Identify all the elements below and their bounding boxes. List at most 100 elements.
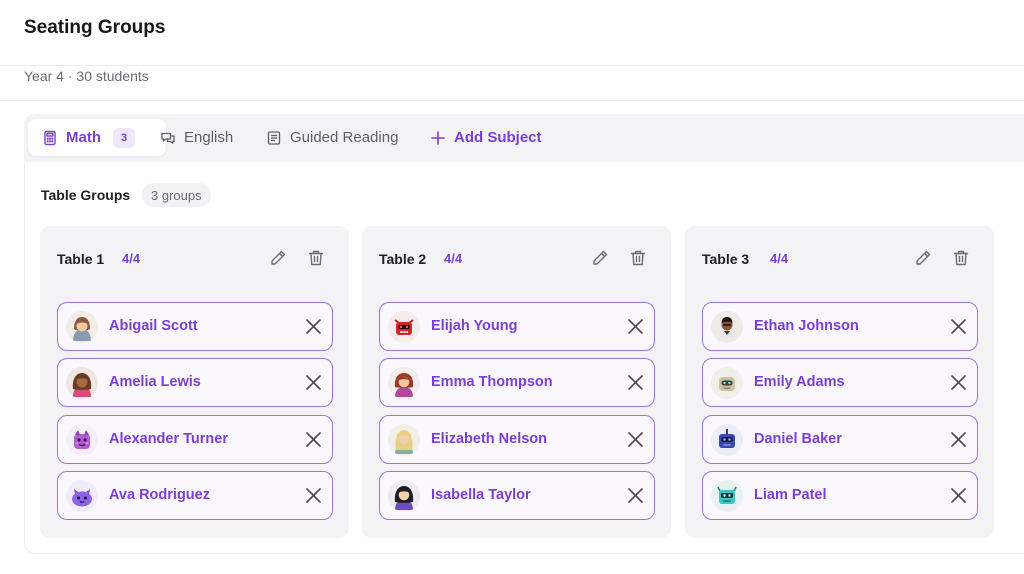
remove-student-button[interactable]: [305, 487, 322, 504]
student-name: Ava Rodriguez: [109, 487, 210, 503]
tab-english-label: English: [184, 129, 234, 146]
avatar-girl-dark-skin: [66, 367, 98, 399]
student-chip[interactable]: Elijah Young: [379, 302, 655, 351]
groups-count-badge: 3 groups: [142, 183, 211, 207]
table-capacity: 4/4: [444, 251, 463, 266]
close-icon: [950, 431, 967, 448]
plus-icon: [430, 130, 446, 146]
table-capacity: 4/4: [770, 251, 789, 266]
close-icon: [627, 318, 644, 335]
student-chip[interactable]: Alexander Turner: [57, 415, 333, 464]
avatar-girl-brown-hair: [66, 311, 98, 343]
table-title: Table 3: [702, 251, 750, 267]
student-name: Emily Adams: [754, 374, 845, 390]
add-subject-label: Add Subject: [454, 129, 542, 146]
pencil-icon: [913, 248, 933, 268]
tab-math-count-badge: 3: [113, 127, 135, 148]
avatar-girl-red-hair: [388, 367, 420, 399]
trash-icon: [951, 248, 971, 268]
subtitle-bar: Year 4 · 30 students: [0, 66, 1024, 101]
student-chip[interactable]: Ethan Johnson: [702, 302, 978, 351]
subject-tabs: Math 3 English Guided Reading Add Subjec…: [24, 114, 1024, 162]
math-groups-panel: Table Groups 3 groups: [24, 162, 1024, 554]
close-icon: [950, 487, 967, 504]
groups-heading: Table Groups: [41, 187, 131, 203]
tab-guided-reading-label: Guided Reading: [290, 129, 399, 146]
pencil-icon: [268, 248, 288, 268]
calculator-icon: [42, 130, 58, 146]
table-title: Table 1: [57, 251, 105, 267]
remove-student-button[interactable]: [950, 487, 967, 504]
document-icon: [266, 130, 282, 146]
remove-student-button[interactable]: [305, 318, 322, 335]
close-icon: [627, 374, 644, 391]
remove-student-button[interactable]: [950, 374, 967, 391]
avatar-girl-black-hair: [388, 480, 420, 512]
tab-guided-reading[interactable]: Guided Reading: [266, 119, 398, 156]
close-icon: [950, 318, 967, 335]
close-icon: [305, 431, 322, 448]
tab-math-label: Math: [66, 129, 101, 146]
remove-student-button[interactable]: [950, 318, 967, 335]
remove-student-button[interactable]: [627, 487, 644, 504]
trash-icon: [628, 248, 648, 268]
edit-table-button[interactable]: [913, 248, 933, 268]
remove-student-button[interactable]: [627, 374, 644, 391]
table-group-card: Table 1 4/4 Abigail Scott Amelia Lewis Al…: [40, 226, 349, 538]
student-name: Ethan Johnson: [754, 318, 859, 334]
student-chip[interactable]: Liam Patel: [702, 471, 978, 520]
remove-student-button[interactable]: [627, 318, 644, 335]
page-header: Seating Groups: [0, 0, 1024, 66]
student-name: Emma Thompson: [431, 374, 553, 390]
student-chip[interactable]: Emma Thompson: [379, 358, 655, 407]
close-icon: [627, 431, 644, 448]
tab-math[interactable]: Math 3: [28, 119, 166, 156]
remove-student-button[interactable]: [627, 431, 644, 448]
table-title: Table 2: [379, 251, 427, 267]
student-name: Alexander Turner: [109, 431, 228, 447]
remove-student-button[interactable]: [305, 374, 322, 391]
remove-student-button[interactable]: [950, 431, 967, 448]
student-name: Liam Patel: [754, 487, 827, 503]
student-chip[interactable]: Isabella Taylor: [379, 471, 655, 520]
student-name: Elizabeth Nelson: [431, 431, 548, 447]
avatar-beige-robot: [711, 367, 743, 399]
avatar-blue-robot: [711, 424, 743, 456]
trash-icon: [306, 248, 326, 268]
student-name: Amelia Lewis: [109, 374, 201, 390]
edit-table-button[interactable]: [268, 248, 288, 268]
table-group-card: Table 2 4/4 Elijah Young Emma Thompson El…: [362, 226, 671, 538]
pencil-icon: [590, 248, 610, 268]
student-name: Elijah Young: [431, 318, 518, 334]
delete-table-button[interactable]: [951, 248, 971, 268]
student-chip[interactable]: Amelia Lewis: [57, 358, 333, 407]
close-icon: [305, 318, 322, 335]
avatar-purple-monster: [66, 424, 98, 456]
student-chip[interactable]: Daniel Baker: [702, 415, 978, 464]
edit-table-button[interactable]: [590, 248, 610, 268]
student-chip[interactable]: Elizabeth Nelson: [379, 415, 655, 464]
close-icon: [305, 487, 322, 504]
class-summary: Year 4 · 30 students: [24, 68, 149, 84]
add-subject-button[interactable]: Add Subject: [430, 119, 542, 156]
tab-english[interactable]: English: [160, 119, 233, 156]
page-title: Seating Groups: [24, 17, 166, 38]
table-capacity: 4/4: [122, 251, 141, 266]
student-name: Daniel Baker: [754, 431, 842, 447]
student-chip[interactable]: Emily Adams: [702, 358, 978, 407]
delete-table-button[interactable]: [628, 248, 648, 268]
table-group-card: Table 3 4/4 Ethan Johnson Emily Adams Dan…: [685, 226, 994, 538]
student-chip[interactable]: Abigail Scott: [57, 302, 333, 351]
student-chip[interactable]: Ava Rodriguez: [57, 471, 333, 520]
student-name: Isabella Taylor: [431, 487, 531, 503]
delete-table-button[interactable]: [306, 248, 326, 268]
remove-student-button[interactable]: [305, 431, 322, 448]
avatar-purple-blob: [66, 480, 98, 512]
close-icon: [305, 374, 322, 391]
close-icon: [627, 487, 644, 504]
avatar-teal-robot: [711, 480, 743, 512]
close-icon: [950, 374, 967, 391]
avatar-boy-dark-skin: [711, 311, 743, 343]
student-name: Abigail Scott: [109, 318, 198, 334]
avatar-girl-blonde: [388, 424, 420, 456]
